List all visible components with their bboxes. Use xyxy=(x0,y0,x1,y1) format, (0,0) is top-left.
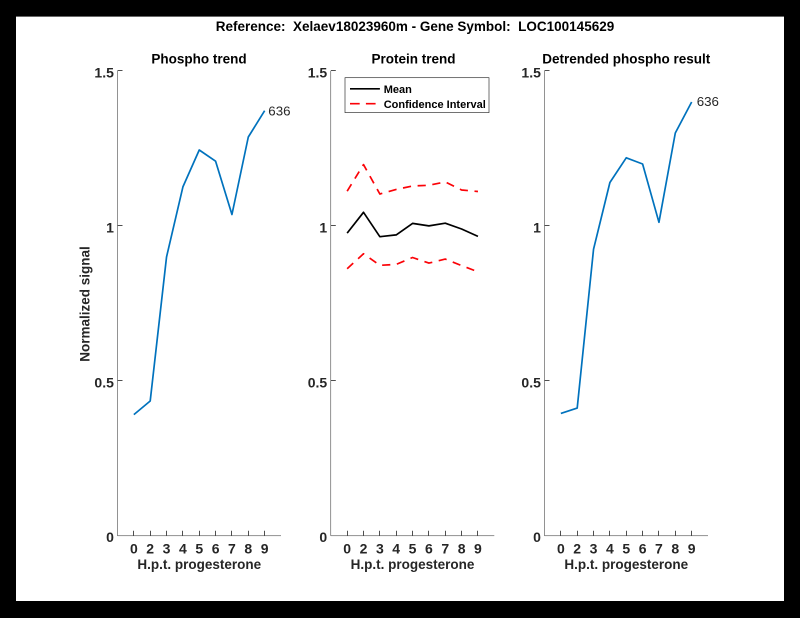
svg-text:7: 7 xyxy=(655,541,663,557)
svg-text:4: 4 xyxy=(179,541,187,557)
svg-text:6: 6 xyxy=(212,541,220,557)
svg-text:0: 0 xyxy=(533,529,541,545)
svg-text:Reference: Xelaev18023960m -: Reference: Xelaev18023960m - Gene Symbol… xyxy=(216,19,614,34)
svg-text:0: 0 xyxy=(106,529,114,545)
svg-text:Mean: Mean xyxy=(384,84,412,96)
svg-text:Normalized signal: Normalized signal xyxy=(77,246,92,362)
svg-text:9: 9 xyxy=(261,541,269,557)
svg-text:1: 1 xyxy=(106,219,114,235)
svg-text:H.p.t. progesterone: H.p.t. progesterone xyxy=(351,557,475,572)
svg-text:3: 3 xyxy=(376,541,384,557)
svg-text:6: 6 xyxy=(639,541,647,557)
svg-text:0: 0 xyxy=(343,541,351,557)
svg-text:636: 636 xyxy=(268,103,290,118)
svg-text:Detrended phospho result: Detrended phospho result xyxy=(542,52,711,67)
svg-text:0: 0 xyxy=(557,541,565,557)
svg-text:9: 9 xyxy=(474,541,482,557)
svg-text:8: 8 xyxy=(671,541,679,557)
svg-text:7: 7 xyxy=(228,541,236,557)
svg-text:4: 4 xyxy=(392,541,400,557)
svg-text:6: 6 xyxy=(425,541,433,557)
svg-text:Protein trend: Protein trend xyxy=(371,52,455,67)
svg-text:H.p.t. progesterone: H.p.t. progesterone xyxy=(137,557,261,572)
svg-text:3: 3 xyxy=(163,541,171,557)
svg-text:Phospho trend: Phospho trend xyxy=(151,52,246,67)
svg-text:0.5: 0.5 xyxy=(94,374,114,390)
svg-text:7: 7 xyxy=(441,541,449,557)
svg-text:2: 2 xyxy=(573,541,581,557)
svg-text:9: 9 xyxy=(688,541,696,557)
svg-text:5: 5 xyxy=(622,541,630,557)
svg-text:Confidence Interval: Confidence Interval xyxy=(384,99,486,111)
svg-text:1.5: 1.5 xyxy=(94,64,114,80)
svg-text:3: 3 xyxy=(590,541,598,557)
svg-text:0: 0 xyxy=(319,529,327,545)
svg-text:1.5: 1.5 xyxy=(521,64,541,80)
svg-text:0: 0 xyxy=(130,541,138,557)
svg-text:2: 2 xyxy=(360,541,368,557)
svg-text:1: 1 xyxy=(319,219,327,235)
svg-text:4: 4 xyxy=(606,541,614,557)
svg-text:0.5: 0.5 xyxy=(308,374,328,390)
svg-text:5: 5 xyxy=(195,541,203,557)
svg-text:636: 636 xyxy=(697,94,719,109)
svg-text:1.5: 1.5 xyxy=(308,64,328,80)
svg-text:0.5: 0.5 xyxy=(521,374,541,390)
svg-text:H.p.t. progesterone: H.p.t. progesterone xyxy=(564,557,688,572)
svg-text:8: 8 xyxy=(244,541,252,557)
svg-text:5: 5 xyxy=(409,541,417,557)
svg-text:8: 8 xyxy=(458,541,466,557)
svg-text:2: 2 xyxy=(146,541,154,557)
svg-text:1: 1 xyxy=(533,219,541,235)
